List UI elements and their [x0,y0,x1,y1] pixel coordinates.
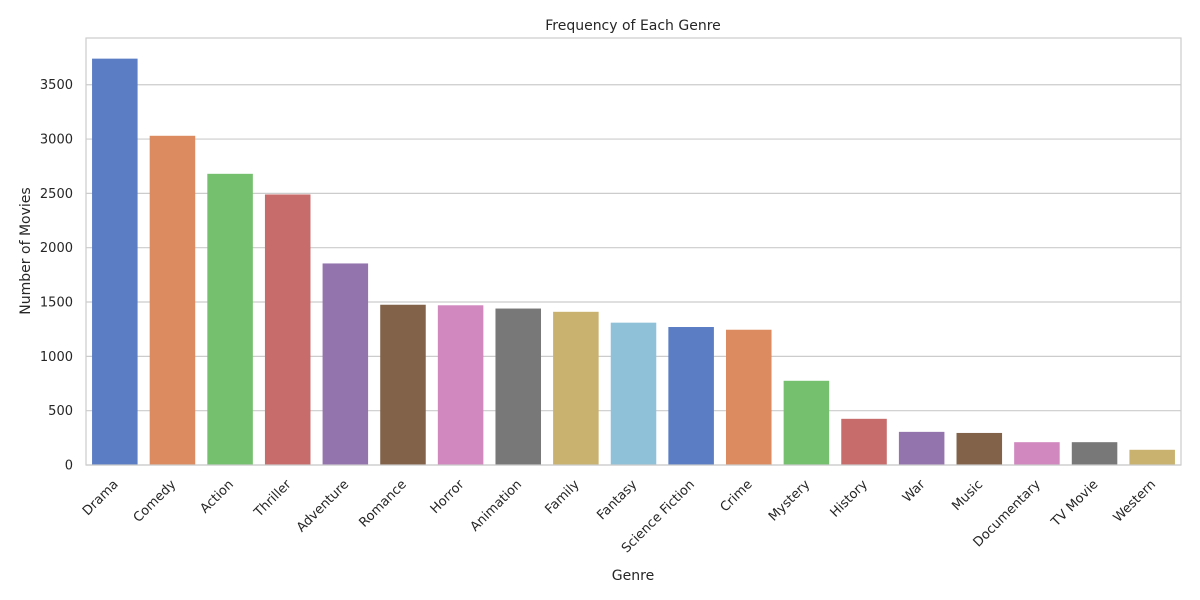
bar-crime [725,329,772,465]
bar-animation [495,308,542,465]
bars [92,58,1175,465]
bar-adventure [322,263,369,465]
bar-western [1129,449,1175,465]
bar-music [956,432,1003,465]
bar-action [207,173,253,465]
bar-drama [92,58,138,465]
bar-family [553,311,599,465]
y-tick-label: 3000 [40,133,73,148]
y-tick-label: 1500 [40,296,73,311]
bar-thriller [264,194,311,465]
y-tick-label: 500 [48,404,73,419]
bar-science-fiction [668,327,714,465]
bar-documentary [1014,442,1060,465]
y-tick-labels: 0 500 1000 1500 2000 2500 3000 3500 [40,78,73,473]
bar-mystery [783,380,830,465]
y-tick-label: 3500 [40,78,73,93]
bar-romance [380,304,426,465]
bar-fantasy [610,322,657,465]
bar-history [841,418,887,465]
bar-war [898,431,945,465]
y-tick-label: 2500 [40,187,73,202]
plot-frame [85,37,1182,466]
y-axis-label: Number of Movies [18,187,34,314]
bar-horror [437,305,484,465]
bar-comedy [149,135,196,465]
bar-tv-movie [1071,442,1118,465]
x-axis-label: Genre [612,568,654,584]
y-tick-label: 1000 [40,350,73,365]
y-tick-label: 2000 [40,241,73,256]
chart-title: Frequency of Each Genre [545,18,721,34]
y-tick-label: 0 [65,459,73,474]
